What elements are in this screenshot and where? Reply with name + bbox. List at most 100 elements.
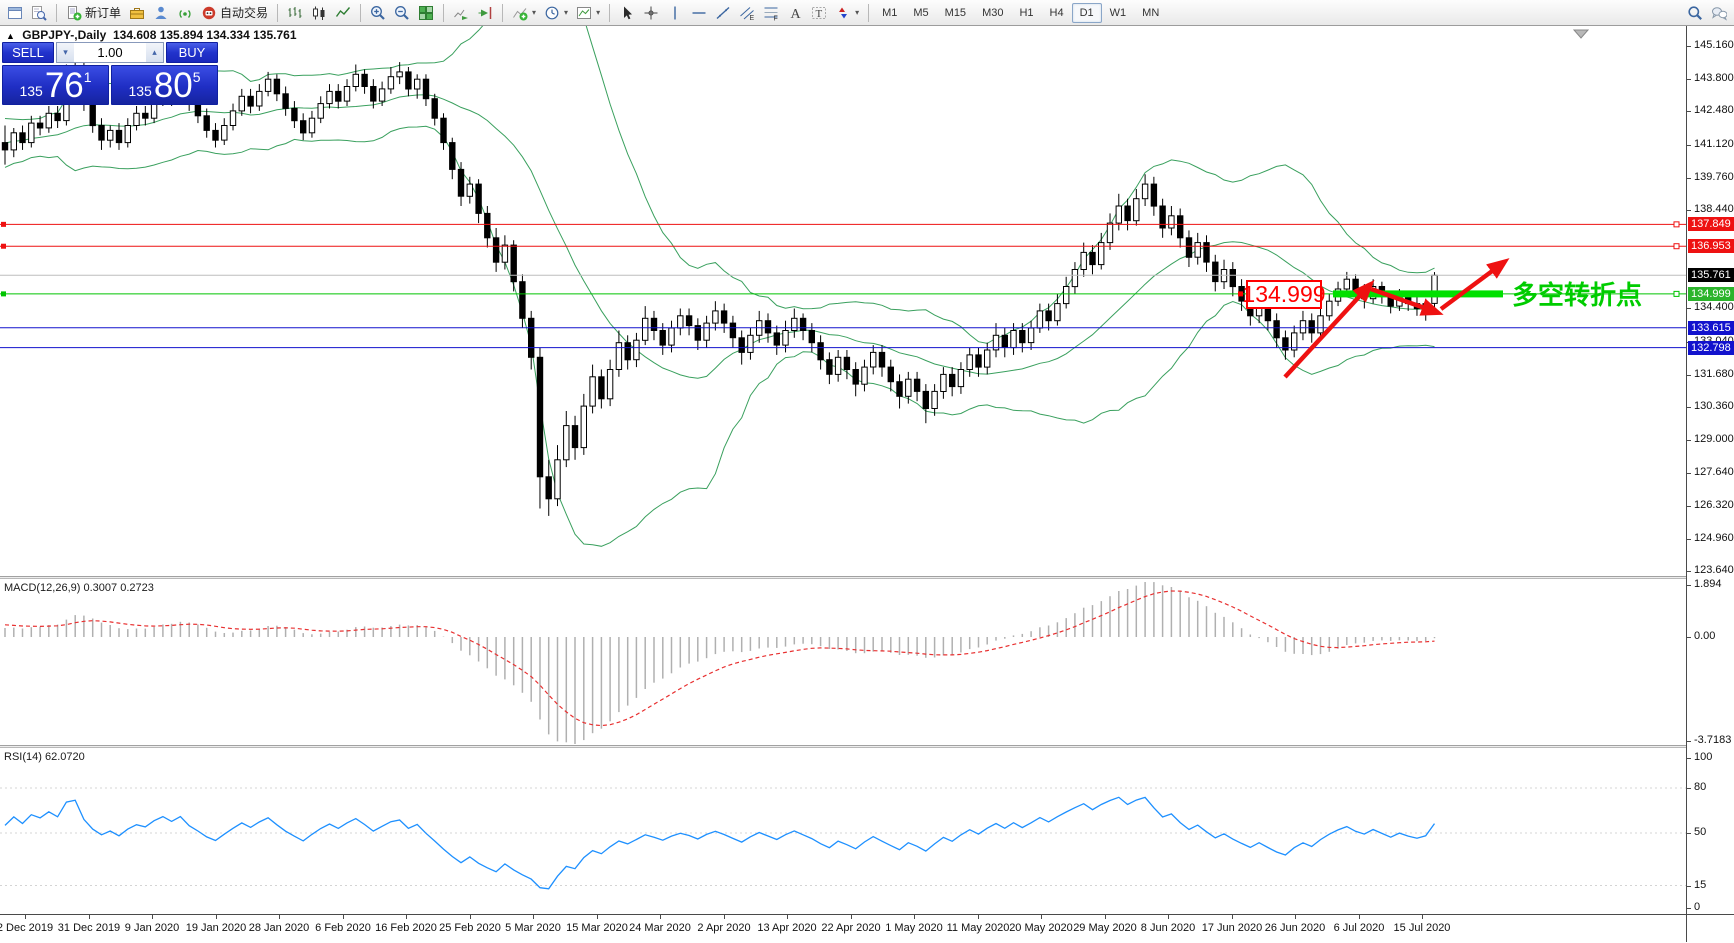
price-tick-mark <box>1687 375 1691 376</box>
signals-button[interactable] <box>173 2 197 24</box>
timeframe-m15-button[interactable]: M15 <box>937 3 974 23</box>
new-order-button[interactable]: 新订单 <box>62 2 125 24</box>
candle-body <box>229 110 237 127</box>
candle-body <box>238 95 246 112</box>
toolbox-button[interactable] <box>125 2 149 24</box>
strategy-tester-button[interactable] <box>149 2 173 24</box>
hline-marker-icon[interactable] <box>1 243 6 249</box>
price-callout-box[interactable] <box>1246 280 1322 309</box>
auto-scroll-button[interactable] <box>449 2 473 24</box>
periods-icon <box>545 6 559 19</box>
candle-body <box>808 330 815 344</box>
text-button[interactable]: A <box>783 2 807 24</box>
hline-marker-icon[interactable] <box>1 291 6 297</box>
price-scale[interactable]: 145.160 143.800 142.480 141.120 139.760 138.4… <box>1687 26 1734 914</box>
volume-increase-button[interactable]: ▴ <box>146 43 163 62</box>
timeframe-h1-button[interactable]: H1 <box>1011 3 1041 23</box>
hline-marker-icon[interactable] <box>1673 290 1680 297</box>
profiles-button[interactable] <box>27 2 51 24</box>
templates-button[interactable]: ▾ <box>572 2 604 24</box>
candle-body <box>817 342 824 361</box>
templates-dropdown-icon[interactable]: ▾ <box>596 8 601 17</box>
cursor-button[interactable] <box>615 2 639 24</box>
chart-shift-marker-icon[interactable] <box>1572 29 1590 39</box>
chart-window: 134.999 多空转折点 ▲ GBPJPY-,Daily 134.608 135… <box>0 26 1734 943</box>
search-button[interactable] <box>1683 2 1707 24</box>
main-chart[interactable]: 134.999 多空转折点 <box>0 26 1686 576</box>
chart-shift-button[interactable] <box>473 2 497 24</box>
new-chart-button[interactable] <box>3 2 27 24</box>
candle-body <box>1203 242 1210 263</box>
date-label: 19 Jan 2020 <box>185 922 247 934</box>
turning-point-annotation[interactable]: 多空转折点 <box>1512 280 1642 310</box>
candle-body <box>405 71 412 90</box>
candle-body <box>431 98 438 119</box>
volume-input[interactable] <box>74 43 146 62</box>
candle-body <box>387 76 395 90</box>
indicators-dropdown-icon[interactable]: ▾ <box>532 8 537 17</box>
candle-chart-mode-button[interactable] <box>307 2 331 24</box>
trend-arrow-1[interactable] <box>1283 280 1375 379</box>
trendline-button[interactable] <box>711 2 735 24</box>
indicators-button[interactable]: ▾ <box>508 2 540 24</box>
volume-decrease-button[interactable]: ▾ <box>57 43 74 62</box>
candle-body <box>1168 215 1175 229</box>
candle-body <box>966 354 973 370</box>
timeframe-m30-button[interactable]: M30 <box>974 3 1011 23</box>
trend-arrow-3[interactable] <box>1439 258 1510 311</box>
macd-panel[interactable] <box>0 579 1686 745</box>
arrows-button[interactable]: ▾ <box>831 2 863 24</box>
autotrading-button[interactable]: 自动交易 <box>197 2 272 24</box>
line-chart-mode-button[interactable] <box>331 2 355 24</box>
buy-button[interactable]: BUY <box>166 42 218 63</box>
zoom-out-button[interactable] <box>390 2 414 24</box>
hline-marker-icon[interactable] <box>1 221 6 227</box>
vertical-line-button[interactable] <box>663 2 687 24</box>
buy-price-button[interactable]: 135 80 5 <box>111 65 218 105</box>
candle-body <box>747 334 754 353</box>
equidistant-channel-button[interactable]: E <box>735 2 759 24</box>
trend-arrow-2[interactable] <box>1370 286 1444 316</box>
rsi-panel[interactable] <box>0 748 1686 914</box>
timeframe-h4-button[interactable]: H4 <box>1042 3 1072 23</box>
candle-body <box>606 369 614 400</box>
timeframe-m5-button[interactable]: M5 <box>905 3 936 23</box>
sell-price-button[interactable]: 135 76 1 <box>2 65 109 105</box>
chat-button[interactable] <box>1707 2 1731 24</box>
crosshair-icon <box>644 6 658 19</box>
candle-body <box>1071 269 1079 288</box>
candle-body <box>317 103 324 119</box>
timeframe-w1-button[interactable]: W1 <box>1102 3 1135 23</box>
hline-marker-icon[interactable] <box>1673 243 1680 250</box>
hline-marker-icon[interactable] <box>1673 221 1680 228</box>
bar-chart-mode-button[interactable] <box>283 2 307 24</box>
date-label: 8 Jun 2020 <box>1140 922 1196 934</box>
fibonacci-button[interactable]: F <box>759 2 783 24</box>
price-tick-label: 139.760 <box>1694 171 1734 183</box>
periods-dropdown-icon[interactable]: ▾ <box>564 8 569 17</box>
price-callout-text: 134.999 <box>1242 281 1325 307</box>
timeframe-m1-button[interactable]: M1 <box>874 3 905 23</box>
candle-body <box>975 354 982 368</box>
chart-shift-icon <box>478 6 492 19</box>
timeframe-d1-button[interactable]: D1 <box>1071 2 1102 23</box>
rsi-label: RSI(14) 62.0720 <box>4 751 85 763</box>
text-label-button[interactable]: T <box>807 2 831 24</box>
main-macd-separator[interactable] <box>0 576 1734 579</box>
chart-symbol-period: GBPJPY-,Daily <box>22 28 107 42</box>
macd-rsi-separator[interactable] <box>0 745 1734 748</box>
one-click-toggle-icon[interactable]: ▲ <box>6 31 15 41</box>
horizontal-line-button[interactable] <box>687 2 711 24</box>
candle-body <box>308 117 316 134</box>
tile-windows-button[interactable] <box>414 2 438 24</box>
crosshair-button[interactable] <box>639 2 663 24</box>
zoom-in-button[interactable] <box>366 2 390 24</box>
periods-button[interactable]: ▾ <box>540 2 572 24</box>
timeframe-mn-button[interactable]: MN <box>1134 3 1167 23</box>
candle-body <box>36 122 44 129</box>
date-axis[interactable]: 2 Dec 2019 31 Dec 2019 9 Jan 2020 19 Jan 20… <box>0 914 1686 943</box>
sell-button[interactable]: SELL <box>2 42 54 63</box>
arrows-dropdown-icon[interactable]: ▾ <box>855 8 860 17</box>
candle-body <box>633 339 640 361</box>
trend-level-segment[interactable] <box>1333 290 1503 298</box>
